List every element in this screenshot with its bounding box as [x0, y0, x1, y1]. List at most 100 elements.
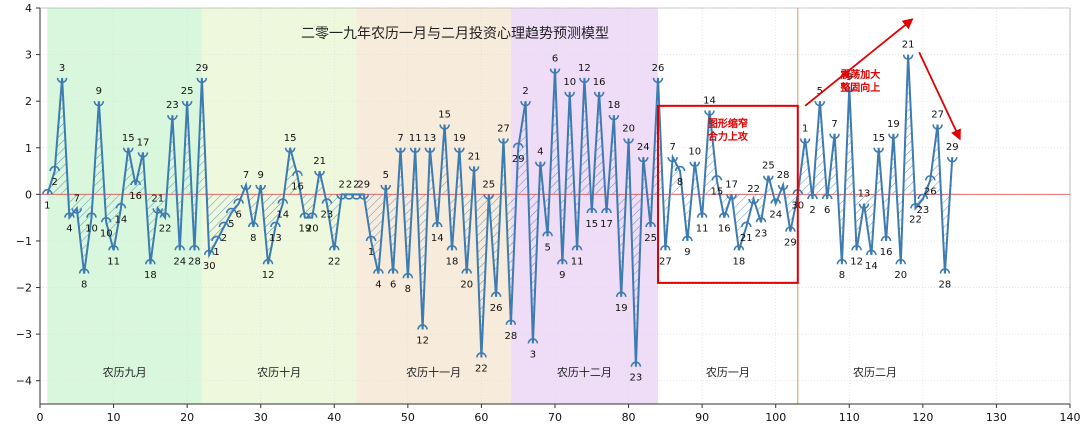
data-point-52: [424, 147, 436, 154]
data-point-109: [843, 87, 855, 93]
data-point-label-22: 30: [203, 261, 216, 272]
data-point-51: [417, 324, 428, 330]
data-point-31: [270, 221, 281, 228]
data-point-2: [56, 77, 68, 84]
data-point-43: [358, 194, 370, 200]
data-point-label-121: 27: [931, 109, 944, 120]
data-point-label-27: 7: [243, 170, 249, 181]
data-point-label-79: 20: [622, 123, 635, 134]
data-point-label-95: 21: [740, 233, 753, 244]
data-point-label-51: 12: [416, 335, 429, 346]
y-tick-label-6: 2: [25, 95, 32, 108]
data-point-16: [159, 212, 171, 218]
data-point-63: [505, 319, 517, 325]
x-tick-label-2: 20: [180, 411, 194, 424]
data-point-label-106: 6: [824, 205, 830, 216]
data-point-label-16: 22: [159, 224, 172, 235]
data-point-label-25: 5: [228, 219, 234, 230]
data-point-label-77: 18: [607, 100, 620, 111]
data-point-8: [100, 217, 112, 223]
data-point-46: [380, 184, 392, 191]
y-tick-label-0: −4: [16, 375, 32, 388]
data-point-label-41: 2: [346, 179, 352, 190]
data-point-1: [49, 165, 61, 172]
data-point-123: [946, 156, 958, 163]
data-point-45: [373, 268, 384, 274]
data-point-label-8: 10: [100, 228, 113, 239]
data-point-68: [542, 230, 553, 237]
data-point-label-82: 25: [644, 233, 657, 244]
data-point-label-38: 23: [321, 210, 334, 221]
data-point-87: [682, 235, 693, 242]
data-point-label-104: 2: [809, 205, 815, 216]
series-polyline: [46, 54, 954, 367]
data-point-13: [137, 152, 149, 158]
data-point-label-68: 5: [544, 242, 550, 253]
data-point-107: [829, 133, 840, 140]
data-point-label-59: 22: [475, 363, 488, 374]
data-point-label-56: 19: [453, 133, 466, 144]
data-point-101: [785, 226, 796, 232]
y-tick-label-2: −2: [16, 282, 32, 295]
data-point-label-18: 24: [173, 256, 186, 267]
data-point-41: [343, 194, 355, 200]
x-tick-label-7: 70: [548, 411, 562, 424]
data-point-15: [152, 208, 164, 214]
axes: 0 10 20 30 40 50 60 70 80 90 100 110 120 130 140−4−3−2…: [16, 2, 1080, 424]
month-band-label-2: 农历十一月: [406, 365, 461, 379]
data-point-69: [549, 68, 561, 74]
data-point-104: [807, 193, 818, 200]
data-point-label-105: 5: [817, 86, 823, 97]
data-point-116: [895, 258, 907, 265]
data-point-label-73: 12: [578, 63, 591, 74]
data-point-114: [880, 235, 892, 242]
point-markers: [42, 54, 958, 367]
data-point-76: [601, 207, 612, 214]
data-point-label-87: 9: [684, 247, 690, 258]
data-point-label-123: 29: [946, 142, 959, 153]
data-point-label-10: 14: [115, 214, 128, 225]
data-point-4: [71, 208, 83, 214]
data-point-70: [557, 258, 568, 265]
data-point-label-2: 3: [59, 63, 65, 74]
arrow-up-icon: [804, 18, 914, 107]
data-point-label-78: 19: [615, 303, 628, 314]
data-point-label-44: 1: [368, 247, 374, 258]
data-point-label-31: 13: [269, 233, 282, 244]
data-point-75: [593, 91, 605, 98]
data-point-label-58: 21: [468, 151, 481, 162]
data-point-54: [439, 124, 450, 130]
data-point-65: [520, 101, 531, 107]
data-point-label-60: 25: [482, 179, 495, 190]
data-point-73: [579, 77, 590, 84]
data-point-label-49: 8: [405, 284, 411, 295]
data-point-118: [910, 203, 921, 209]
data-point-74: [586, 207, 598, 214]
data-point-108: [836, 258, 848, 265]
data-point-47: [387, 268, 399, 274]
data-point-113: [873, 147, 885, 154]
month-band-label-1: 农历十月: [257, 365, 301, 379]
data-point-103: [799, 138, 811, 144]
data-point-label-20: 28: [188, 256, 201, 267]
data-point-label-122: 28: [939, 280, 952, 291]
data-point-label-101: 29: [784, 238, 797, 249]
data-point-label-40: 2: [338, 179, 344, 190]
data-point-86: [674, 165, 686, 172]
data-point-label-34: 16: [291, 182, 304, 193]
data-point-34: [292, 170, 303, 176]
data-point-label-63: 28: [504, 331, 517, 342]
data-point-122: [939, 268, 951, 274]
data-point-111: [858, 203, 870, 209]
data-point-81: [637, 156, 649, 163]
data-point-23: [211, 235, 222, 242]
x-tick-label-0: 0: [37, 411, 44, 424]
data-point-60: [483, 194, 495, 200]
data-point-44: [365, 235, 377, 242]
data-point-label-1: 2: [52, 177, 58, 188]
data-point-label-117: 21: [902, 40, 915, 51]
data-point-label-119: 23: [916, 205, 929, 216]
data-point-14: [145, 258, 156, 265]
data-point-26: [233, 198, 244, 204]
